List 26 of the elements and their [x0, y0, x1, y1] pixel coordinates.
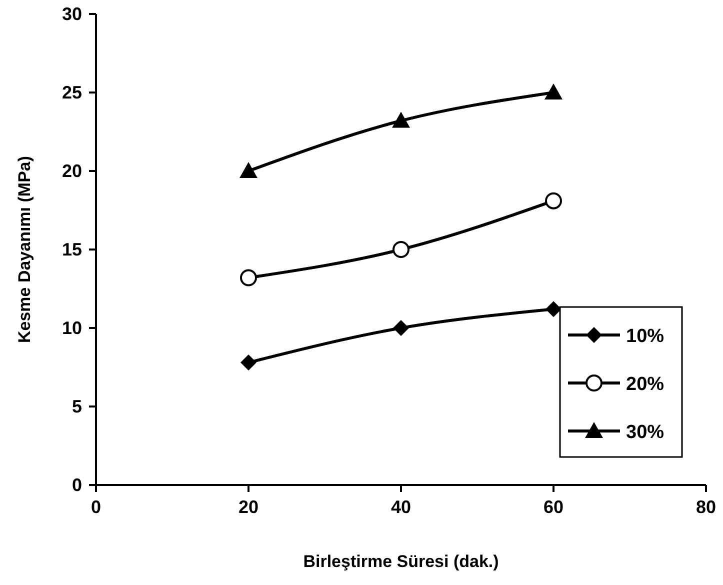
y-tick-label: 5	[72, 396, 82, 416]
point	[392, 241, 410, 258]
x-tick-label: 20	[238, 497, 259, 517]
point	[392, 112, 410, 128]
x-tick-label: 0	[90, 497, 102, 517]
point	[240, 162, 258, 178]
legend-label: 20%	[626, 374, 664, 395]
y-tick-label: 30	[62, 4, 82, 24]
point	[544, 84, 562, 100]
y-tick-label: 10	[62, 318, 82, 338]
y-axis-title: Kesme Dayanımı (MPa)	[15, 156, 34, 344]
legend-label: 30%	[626, 422, 664, 443]
y-tick-label: 25	[62, 82, 82, 102]
y-tick-label: 0	[72, 475, 82, 495]
x-tick-label: 60	[543, 497, 564, 517]
x-tick-label: 80	[696, 497, 716, 517]
point	[545, 192, 562, 210]
legend-label: 10%	[626, 326, 664, 347]
x-axis-title: Birleştirme Süresi (dak.)	[303, 552, 499, 571]
point	[240, 269, 257, 286]
point	[393, 320, 409, 336]
x-tick-label: 40	[390, 497, 412, 517]
y-tick-label: 15	[62, 240, 82, 260]
y-tick-label: 20	[62, 161, 82, 181]
point	[546, 301, 562, 318]
point	[240, 354, 256, 371]
